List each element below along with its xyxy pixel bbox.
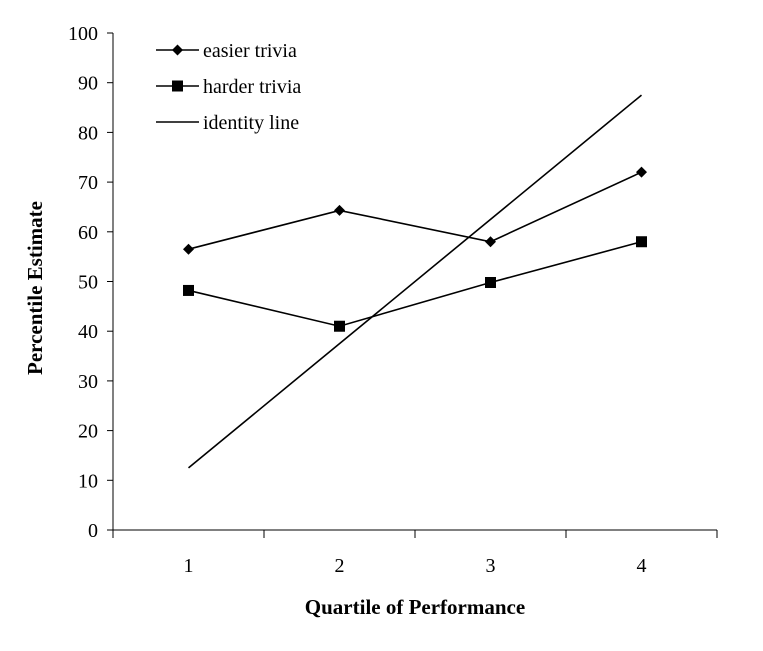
legend-label: easier trivia bbox=[203, 40, 297, 62]
y-tick-label: 80 bbox=[78, 122, 98, 144]
data-point-easier-trivia bbox=[334, 204, 345, 216]
series-layer bbox=[183, 94, 647, 469]
y-tick-label: 100 bbox=[68, 23, 98, 45]
y-tick-label: 20 bbox=[78, 421, 98, 443]
y-axis: 0 10 20 30 40 50 60 70 80 90 100 bbox=[68, 23, 114, 542]
legend-marker bbox=[172, 80, 183, 92]
y-tick-label: 50 bbox=[78, 272, 98, 294]
legend-label: identity line bbox=[203, 112, 299, 134]
legend-item-easier-trivia: easier trivia bbox=[156, 40, 297, 62]
x-tick-label: 3 bbox=[486, 555, 496, 577]
y-tick-label: 70 bbox=[78, 172, 98, 194]
y-tick-label: 10 bbox=[78, 470, 98, 492]
series-line-harder-trivia bbox=[188, 240, 642, 328]
x-axis-title: Quartile of Performance bbox=[305, 595, 525, 619]
x-tick-label: 1 bbox=[184, 555, 194, 577]
data-point-harder-trivia bbox=[485, 276, 496, 288]
x-tick-label: 4 bbox=[637, 555, 647, 577]
legend-item-harder-trivia: harder trivia bbox=[156, 76, 301, 98]
legend-marker bbox=[172, 44, 183, 56]
x-axis: 1 2 3 4 bbox=[112, 529, 718, 577]
data-point-easier-trivia bbox=[183, 243, 194, 255]
y-axis-title: Percentile Estimate bbox=[23, 201, 47, 375]
data-point-easier-trivia bbox=[485, 236, 496, 248]
data-point-harder-trivia bbox=[334, 320, 345, 332]
series-harder-trivia bbox=[183, 236, 647, 332]
series-line-easier-trivia bbox=[188, 171, 642, 250]
y-tick-label: 40 bbox=[78, 321, 98, 343]
y-tick-label: 90 bbox=[78, 73, 98, 95]
legend-item-identity-line: identity line bbox=[156, 112, 299, 134]
data-point-harder-trivia bbox=[636, 236, 647, 248]
legend: easier trivia harder trivia identity line bbox=[156, 40, 301, 134]
y-tick-label: 30 bbox=[78, 371, 98, 393]
series-easier-trivia bbox=[183, 166, 647, 255]
data-point-harder-trivia bbox=[183, 284, 194, 296]
x-tick-label: 2 bbox=[335, 555, 345, 577]
y-tick-label: 0 bbox=[88, 520, 98, 542]
series-line-identity-line bbox=[187, 94, 643, 469]
legend-label: harder trivia bbox=[203, 76, 301, 98]
data-point-easier-trivia bbox=[636, 166, 647, 178]
series-identity-line bbox=[187, 94, 643, 469]
y-tick-label: 60 bbox=[78, 222, 98, 244]
